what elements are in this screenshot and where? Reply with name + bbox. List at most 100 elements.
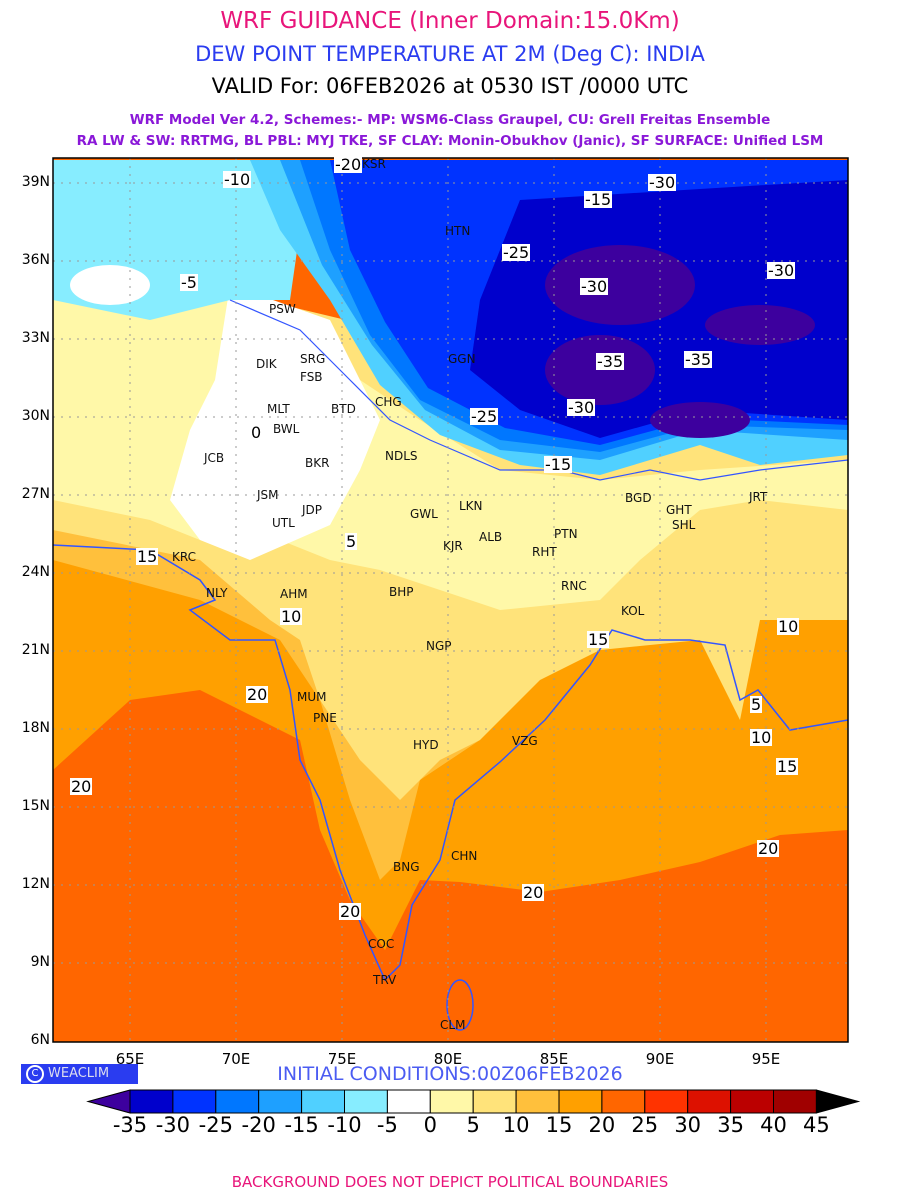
station-label: PSW <box>269 302 296 316</box>
lat-label: 6N <box>30 1032 50 1048</box>
station-label: VZG <box>512 734 538 748</box>
lon-label: 85E <box>539 1050 569 1068</box>
contour-label: -5 <box>180 273 198 292</box>
chart-title: WRF GUIDANCE (Inner Domain:15.0Km) <box>220 8 680 34</box>
station-label: BTD <box>331 402 356 416</box>
station-label: KOL <box>621 604 645 618</box>
band-minus5-0 <box>170 285 380 560</box>
band-10-15 <box>53 520 480 880</box>
colorbar-left-arrow <box>86 1089 131 1114</box>
station-label: JSM <box>257 488 279 502</box>
colorbar-tick-label: 40 <box>760 1113 787 1137</box>
lat-label: 18N <box>21 720 50 736</box>
colorbar-swatch <box>730 1089 774 1114</box>
station-label: JDP <box>302 503 323 517</box>
border-lines <box>229 299 848 481</box>
station-label: AHM <box>280 587 308 601</box>
colorbar-tick-label: 30 <box>674 1113 702 1137</box>
band-below-minus35 <box>545 335 655 405</box>
lat-label: 15N <box>21 798 50 814</box>
colorbar-swatch <box>601 1089 646 1114</box>
contour-label: 0 <box>250 423 263 442</box>
colorbar-tick-label: 20 <box>588 1113 616 1137</box>
contour-label: 15 <box>776 757 799 776</box>
station-label: MLT <box>267 402 290 416</box>
contour-label: 10 <box>280 607 303 626</box>
contour-label: 10 <box>750 728 773 747</box>
contour-label: 10 <box>777 617 800 636</box>
colorbar-swatch <box>344 1089 388 1114</box>
contour-label: -35 <box>596 352 625 371</box>
contour-label: 20 <box>522 883 545 902</box>
station-label: RHT <box>532 545 557 559</box>
contour-label: -15 <box>584 190 613 209</box>
lat-label: 24N <box>21 564 50 580</box>
station-label: GWL <box>410 507 438 521</box>
lat-label: 27N <box>21 486 50 502</box>
station-label: JRT <box>749 490 768 504</box>
lon-label: 90E <box>645 1050 675 1068</box>
sri-lanka-outline <box>446 979 474 1031</box>
band-below-minus35 <box>705 305 815 345</box>
colorbar-tick-label: 5 <box>466 1113 480 1137</box>
lon-label: 80E <box>433 1050 463 1068</box>
initial-conditions: INITIAL CONDITIONS:00Z06FEB2026 <box>277 1063 623 1085</box>
colorbar-tick-label: -25 <box>198 1113 233 1137</box>
station-label: NLY <box>206 586 228 600</box>
station-label: CHN <box>451 849 478 863</box>
contour-label: -15 <box>544 455 573 474</box>
contour-label: -30 <box>648 173 677 192</box>
contour-label: -10 <box>223 170 252 189</box>
footer-disclaimer: BACKGROUND DOES NOT DEPICT POLITICAL BOU… <box>231 1173 669 1191</box>
contour-label: 5 <box>345 532 358 551</box>
station-label: HTN <box>445 224 471 238</box>
chart-subtitle: DEW POINT TEMPERATURE AT 2M (Deg C): IND… <box>195 42 705 66</box>
colorbar-swatch <box>687 1089 732 1114</box>
colorbar-tick-label: -5 <box>376 1113 398 1137</box>
colorbar-swatch <box>172 1089 217 1114</box>
station-label: BHP <box>389 585 414 599</box>
station-label: TRV <box>373 973 397 987</box>
station-label: NDLS <box>385 449 418 463</box>
contour-label: -35 <box>684 350 713 369</box>
contour-label: 20 <box>339 902 362 921</box>
colorbar-swatch <box>215 1089 260 1114</box>
band-below-minus35 <box>545 245 695 325</box>
colorbar-tick-label: 45 <box>803 1113 830 1137</box>
contour-label: 20 <box>757 839 780 858</box>
colorbar-swatch <box>472 1089 517 1114</box>
contour-label: -25 <box>502 243 531 262</box>
station-label: COC <box>368 937 395 951</box>
lon-label: 95E <box>751 1050 781 1068</box>
contour-label: 15 <box>587 630 610 649</box>
colorbar-tick-label: 10 <box>502 1113 530 1137</box>
station-label: SHL <box>672 518 696 532</box>
station-label: GHT <box>666 503 692 517</box>
colorbar-swatch <box>773 1089 817 1114</box>
map-frame <box>52 157 849 1043</box>
colorbar-swatch <box>515 1089 560 1114</box>
station-label: KRC <box>172 550 196 564</box>
colorbar-swatch <box>301 1089 346 1114</box>
contour-label: 15 <box>136 547 159 566</box>
contour-label: -30 <box>580 277 609 296</box>
colorbar-tick-label: -35 <box>112 1113 148 1137</box>
station-label: BNG <box>393 860 420 874</box>
colorbar-swatch <box>129 1089 174 1114</box>
station-label: LKN <box>459 499 483 513</box>
contour-label: 20 <box>246 685 269 704</box>
lon-label: 75E <box>327 1050 357 1068</box>
contour-label: -30 <box>767 261 796 280</box>
colorbar-swatch <box>558 1089 603 1114</box>
colorbar-swatch <box>258 1089 303 1114</box>
station-label: RNC <box>561 579 587 593</box>
band-below-minus35 <box>650 402 750 438</box>
station-label: BGD <box>625 491 652 505</box>
colorbar-tick-label: 25 <box>631 1113 659 1137</box>
colorbar-swatch <box>429 1089 474 1114</box>
colorbar-swatch <box>386 1089 431 1114</box>
station-label: PNE <box>313 711 337 725</box>
